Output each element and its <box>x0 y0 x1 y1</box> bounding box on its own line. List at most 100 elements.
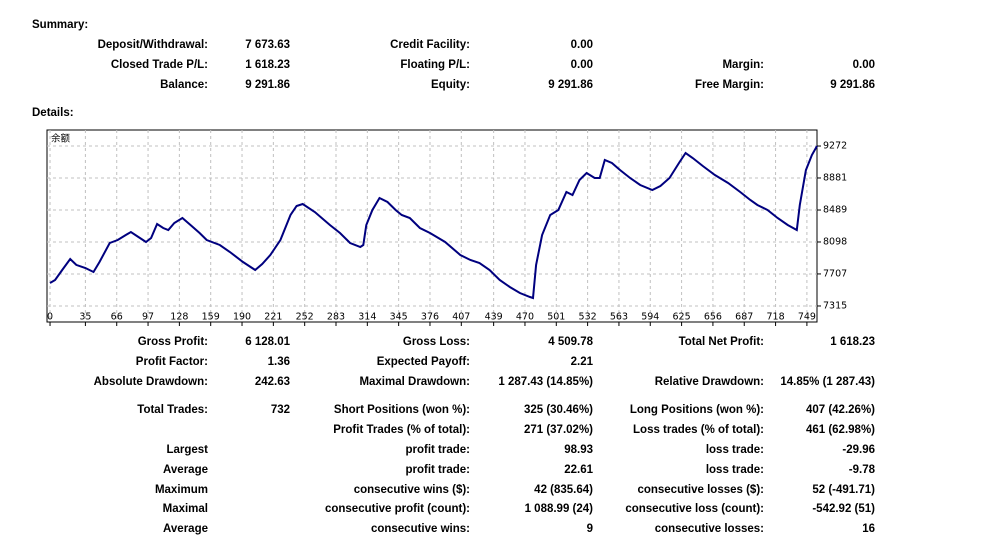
field-label: profit trade: <box>405 444 470 456</box>
x-tick-label: 687 <box>735 312 753 323</box>
field-label: consecutive loss (count): <box>625 503 764 515</box>
field-label: Total Trades: <box>137 404 208 416</box>
field-label: Profit Factor: <box>135 356 208 368</box>
field-value: 9 291.86 <box>830 79 875 91</box>
chart-label: 余额 <box>51 133 71 145</box>
x-tick-label: 128 <box>170 312 188 323</box>
field-label: Equity: <box>431 79 470 91</box>
field-label: Balance: <box>160 79 208 91</box>
field-label: Loss trades (% of total): <box>633 424 764 436</box>
field-label: Long Positions (won %): <box>629 404 764 416</box>
x-tick-label: 345 <box>390 312 408 323</box>
field-label: loss trade: <box>705 464 764 476</box>
field-label: Total Net Profit: <box>678 336 764 348</box>
x-tick-label: 97 <box>142 312 154 323</box>
field-value: 98.93 <box>564 444 593 456</box>
x-tick-label: 532 <box>579 312 597 323</box>
field-value: 0.00 <box>570 39 593 51</box>
field-value: -542.92 (51) <box>812 503 875 515</box>
x-tick-label: 594 <box>641 312 659 323</box>
field-label: Largest <box>166 444 208 456</box>
x-tick-label: 0 <box>47 312 53 323</box>
field-label: Short Positions (won %): <box>333 404 470 416</box>
field-value: -9.78 <box>848 464 875 476</box>
field-value: 1 287.43 (14.85%) <box>498 376 593 388</box>
field-value: 1 088.99 (24) <box>524 503 593 515</box>
x-tick-label: 35 <box>79 312 91 323</box>
field-value: 461 (62.98%) <box>805 424 875 436</box>
field-label: Relative Drawdown: <box>654 376 764 388</box>
field-value: 9 <box>586 523 593 535</box>
x-tick-label: 656 <box>704 312 722 323</box>
y-tick-label: 7707 <box>823 268 847 279</box>
field-value: 1 618.23 <box>830 336 875 348</box>
field-label: Expected Payoff: <box>376 356 470 368</box>
field-label: Floating P/L: <box>400 59 470 71</box>
field-label: Average <box>163 523 208 535</box>
field-label: consecutive losses: <box>654 523 764 535</box>
field-value: 2.21 <box>570 356 593 368</box>
x-tick-label: 283 <box>327 312 345 323</box>
balance-chart: 9272 8881 8489 8098 7707 7315 0 35 66 97 128 159 190… <box>46 129 847 326</box>
x-tick-label: 718 <box>766 312 784 323</box>
balance-line <box>49 145 818 300</box>
field-value: 6 128.01 <box>245 336 290 348</box>
x-tick-label: 563 <box>610 312 628 323</box>
field-value: 52 (-491.71) <box>812 484 875 496</box>
field-label: consecutive wins: <box>370 523 470 535</box>
x-tick-label: 66 <box>111 312 123 323</box>
field-value: 1 618.23 <box>245 59 290 71</box>
x-tick-label: 501 <box>547 312 565 323</box>
field-value: 4 509.78 <box>548 336 593 348</box>
field-label: Closed Trade P/L: <box>110 59 208 71</box>
field-label: Maximum <box>154 484 208 496</box>
y-tick-label: 8098 <box>823 236 847 247</box>
field-value: 9 291.86 <box>548 79 593 91</box>
field-label: Gross Profit: <box>137 336 208 348</box>
field-value: 42 (835.64) <box>534 484 593 496</box>
field-label: consecutive profit (count): <box>324 503 470 515</box>
x-tick-label: 625 <box>673 312 691 323</box>
x-tick-label: 314 <box>358 312 376 323</box>
field-label: Absolute Drawdown: <box>93 376 208 388</box>
y-tick-label: 8489 <box>823 205 847 216</box>
x-tick-label: 159 <box>202 312 220 323</box>
y-tick-label: 9272 <box>823 141 847 152</box>
field-value: 1.36 <box>267 356 290 368</box>
field-value: 9 291.86 <box>245 79 290 91</box>
x-tick-label: 439 <box>485 312 503 323</box>
field-label: Maximal Drawdown: <box>359 376 470 388</box>
field-label: consecutive losses ($): <box>637 484 764 496</box>
x-tick-label: 376 <box>421 312 439 323</box>
y-tick-label: 8881 <box>823 172 847 183</box>
field-label: Deposit/Withdrawal: <box>97 39 208 51</box>
field-value: -29.96 <box>842 444 875 456</box>
field-label: profit trade: <box>405 464 470 476</box>
field-label: loss trade: <box>705 444 764 456</box>
field-value: 0.00 <box>852 59 875 71</box>
field-label: Profit Trades (% of total): <box>333 424 470 436</box>
field-label: Margin: <box>722 59 764 71</box>
y-tick-label: 7315 <box>823 300 847 311</box>
field-value: 7 673.63 <box>245 39 290 51</box>
field-label: Gross Loss: <box>402 336 470 348</box>
field-label: consecutive wins ($): <box>353 484 470 496</box>
x-tick-label: 749 <box>798 312 816 323</box>
plot-area <box>46 129 818 323</box>
x-tick-label: 221 <box>264 312 282 323</box>
field-label: Average <box>163 464 208 476</box>
field-value: 325 (30.46%) <box>523 404 593 416</box>
field-value: 271 (37.02%) <box>523 424 593 436</box>
field-value: 0.00 <box>570 59 593 71</box>
field-value: 732 <box>270 404 290 416</box>
field-value: 16 <box>862 523 875 535</box>
x-tick-label: 252 <box>296 312 314 323</box>
field-value: 407 (42.26%) <box>805 404 875 416</box>
section-title: Details: <box>32 107 74 119</box>
x-tick-label: 470 <box>516 312 534 323</box>
field-value: 22.61 <box>564 464 593 476</box>
field-label: Credit Facility: <box>390 39 470 51</box>
x-tick-label: 407 <box>452 312 470 323</box>
x-tick-label: 190 <box>233 312 251 323</box>
